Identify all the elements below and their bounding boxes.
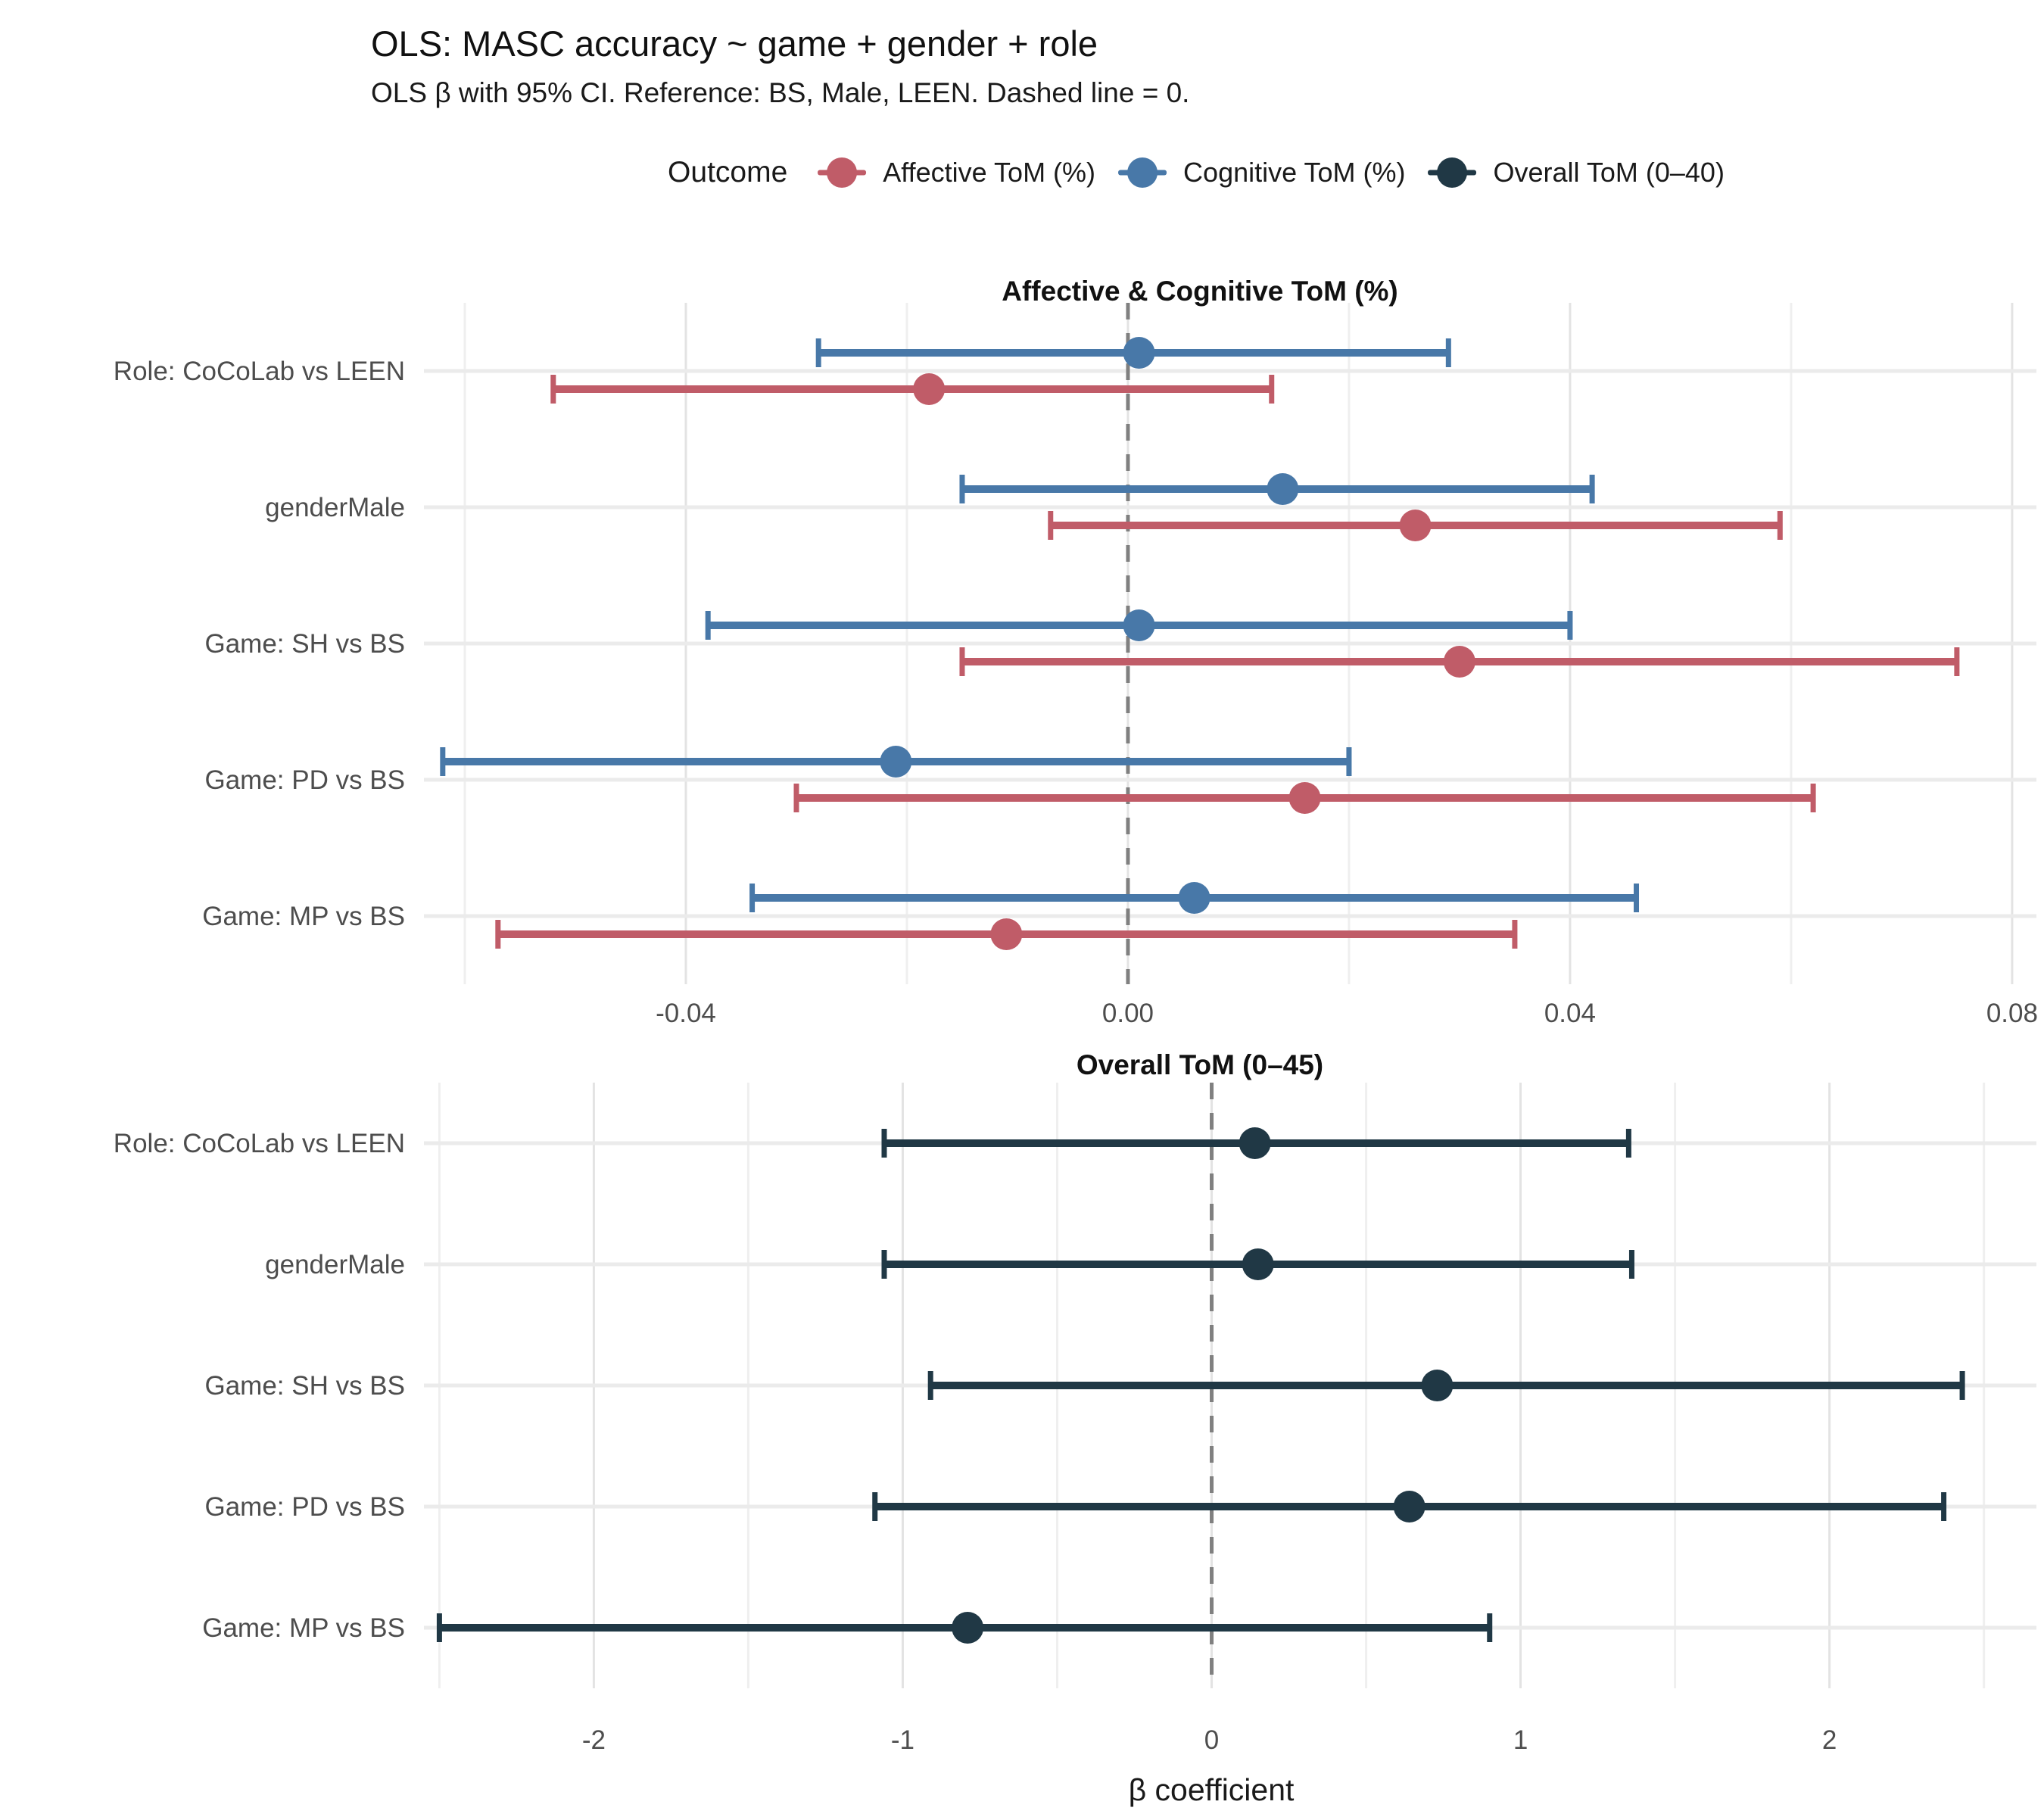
key-dot [1437, 157, 1468, 188]
point-estimate [1267, 473, 1299, 505]
x-axis-title: β coefficient [1129, 1772, 1295, 1807]
x-tick-label: 0 [1204, 1725, 1219, 1755]
chart-subtitle: OLS β with 95% CI. Reference: BS, Male, … [371, 77, 1190, 108]
y-axis-label: Game: SH vs BS [204, 629, 405, 659]
panel-title: Affective & Cognitive ToM (%) [1002, 276, 1398, 307]
y-axis-label: Game: MP vs BS [202, 1613, 405, 1643]
y-axis-label: Role: CoCoLab vs LEEN [114, 357, 405, 386]
point-estimate [1242, 1248, 1274, 1280]
point-estimate [1443, 646, 1475, 678]
point-estimate [1178, 882, 1211, 914]
legend-label: Affective ToM (%) [883, 157, 1096, 188]
x-tick-label: -0.04 [656, 999, 716, 1028]
legend-label: Overall ToM (0–40) [1493, 157, 1725, 188]
y-axis-label: Role: CoCoLab vs LEEN [114, 1129, 405, 1158]
x-tick-label: 1 [1513, 1725, 1528, 1755]
page-title: OLS: MASC accuracy ~ game + gender + rol… [371, 23, 1098, 64]
legend-item-cognitive: Cognitive ToM (%) [1118, 151, 1405, 194]
legend-item-affective: Affective ToM (%) [818, 151, 1095, 194]
point-estimate [1239, 1127, 1271, 1159]
point-estimate [880, 746, 912, 778]
legend-title: Outcome [668, 156, 788, 189]
y-axis-label: genderMale [265, 1250, 405, 1279]
y-axis-label: Game: PD vs BS [204, 765, 405, 795]
pointrange-key-icon [1118, 151, 1167, 194]
y-axis-label: Game: PD vs BS [204, 1492, 405, 1522]
x-tick-label: 0.08 [1986, 999, 2038, 1028]
y-axis-label: Game: SH vs BS [204, 1371, 405, 1401]
legend: Outcome Affective ToM (%) Cognitive ToM … [668, 151, 1725, 194]
y-axis-label: Game: MP vs BS [202, 902, 405, 931]
x-tick-label: 0.04 [1544, 999, 1596, 1028]
point-estimate [1393, 1491, 1426, 1522]
point-estimate [1123, 337, 1155, 369]
point-estimate [1123, 609, 1155, 641]
x-tick-label: -2 [582, 1725, 606, 1755]
point-estimate [1288, 782, 1321, 814]
pointrange-key-icon [818, 151, 867, 194]
y-axis-label: genderMale [265, 493, 405, 522]
x-tick-label: 2 [1822, 1725, 1837, 1755]
point-estimate [1421, 1370, 1454, 1401]
x-tick-label: -1 [891, 1725, 915, 1755]
key-dot [1127, 157, 1158, 188]
point-estimate [990, 918, 1023, 950]
panel-title: Overall ToM (0–45) [1077, 1049, 1323, 1080]
legend-item-overall: Overall ToM (0–40) [1428, 151, 1725, 194]
key-dot [827, 157, 858, 188]
pointrange-key-icon [1428, 151, 1477, 194]
point-estimate [913, 373, 946, 405]
point-estimate [1399, 510, 1432, 541]
x-tick-label: 0.00 [1102, 999, 1154, 1028]
point-estimate [952, 1612, 984, 1644]
legend-label: Cognitive ToM (%) [1183, 157, 1406, 188]
